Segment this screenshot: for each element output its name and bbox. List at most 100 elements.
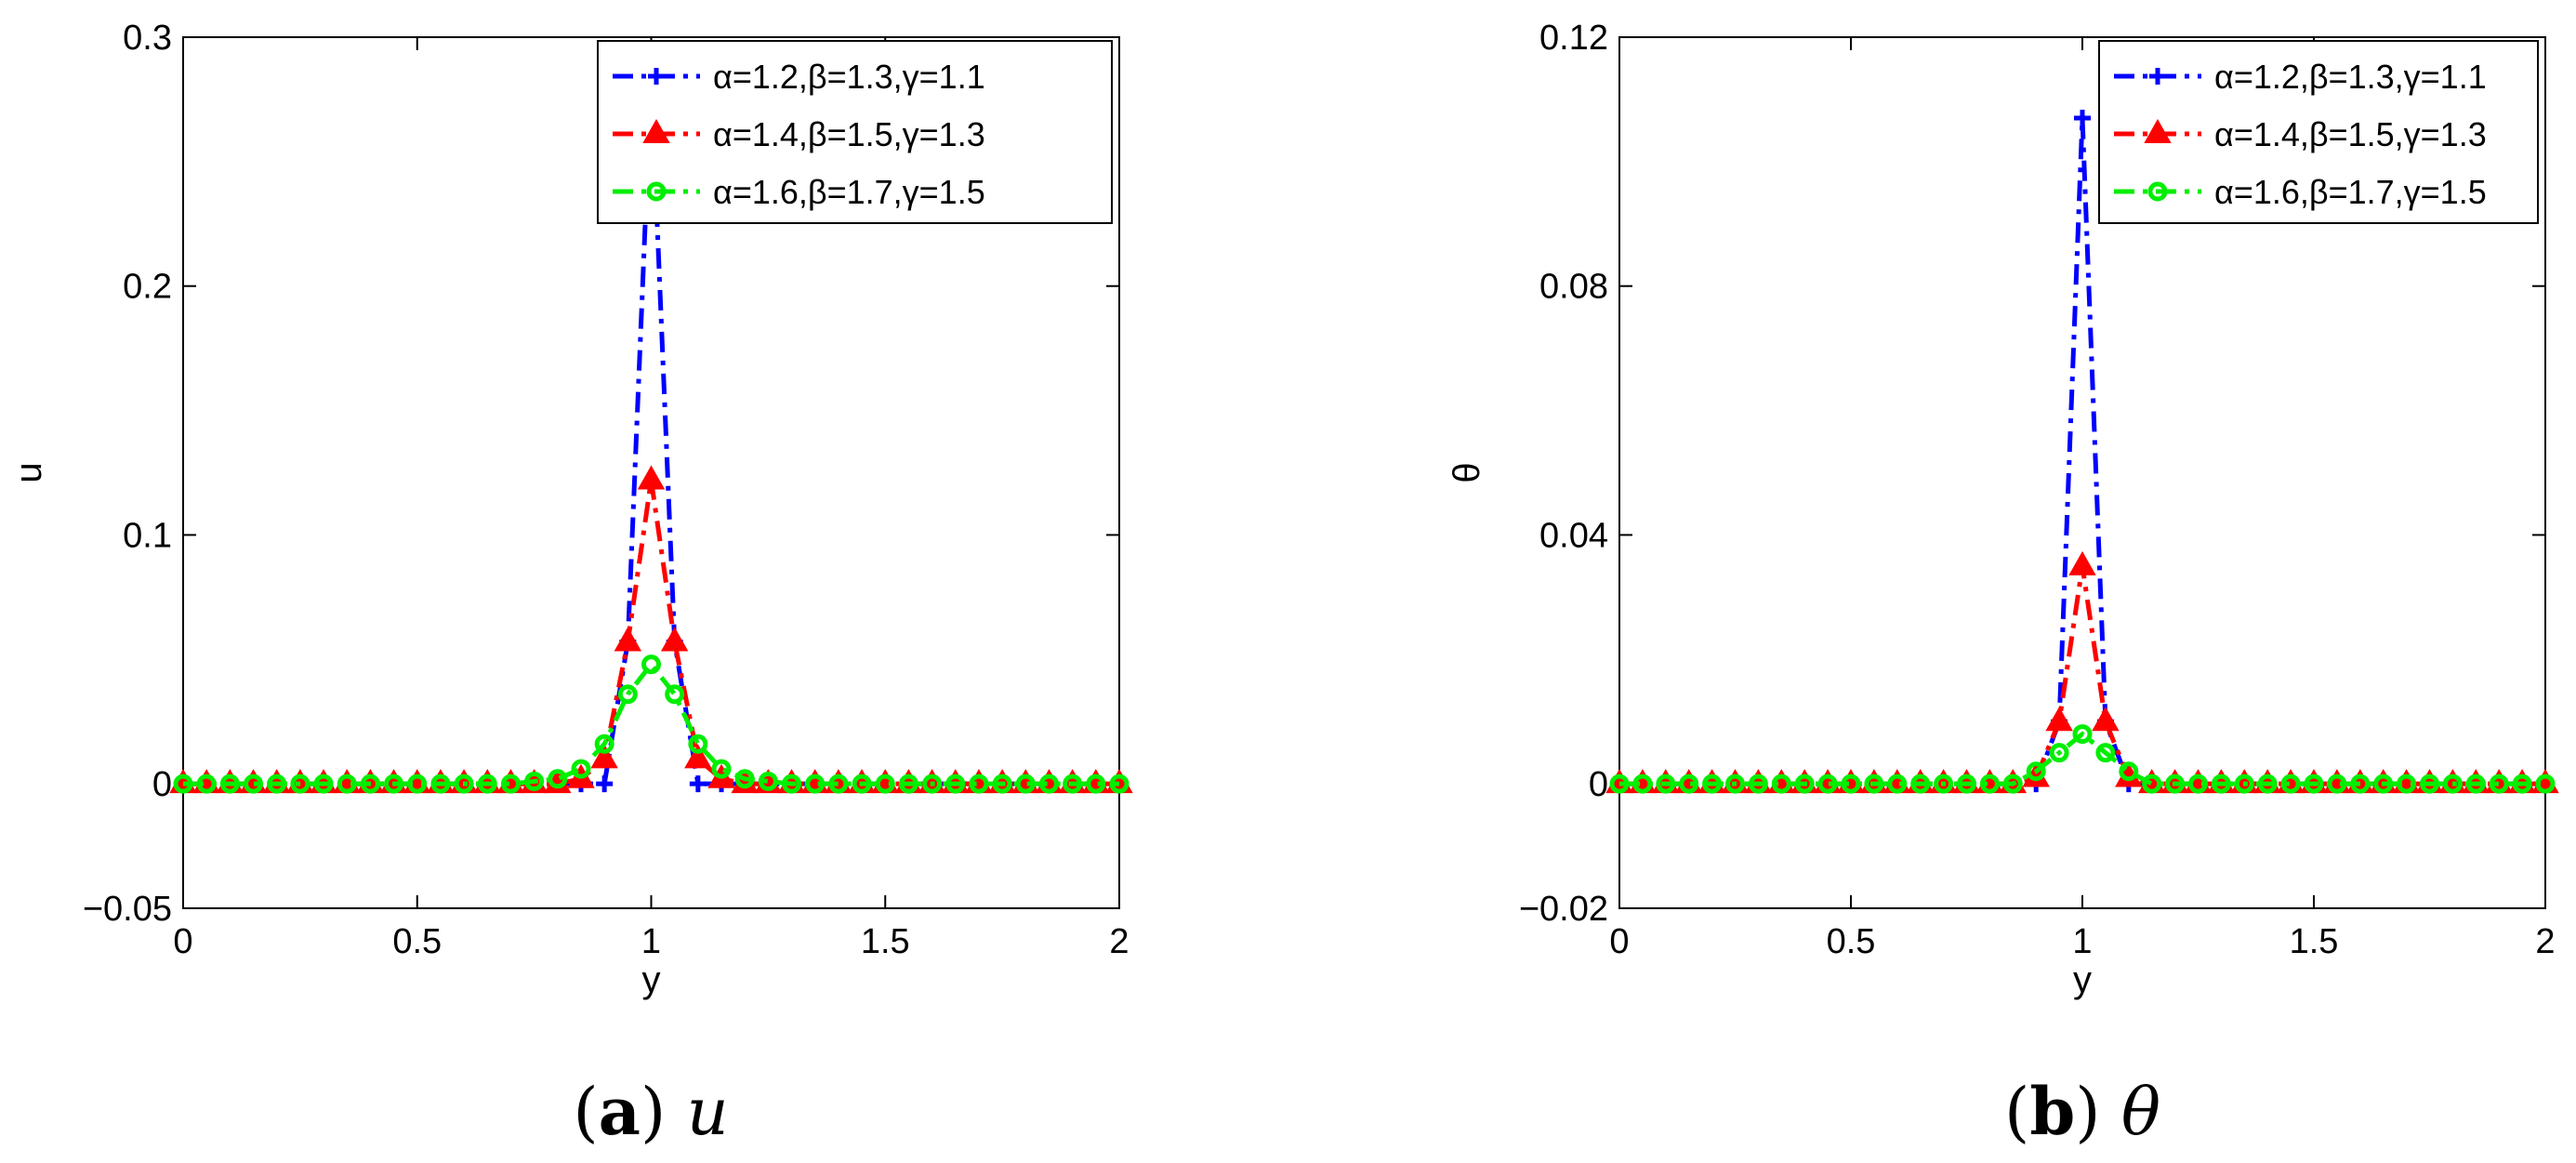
data-point [219, 773, 240, 794]
legend-entry: α=1.6,β=1.7,γ=1.5 [2214, 173, 2487, 211]
legend-marker [648, 68, 665, 85]
data-point [1841, 773, 1861, 794]
data-point [1817, 773, 1838, 794]
data-point [2420, 773, 2439, 794]
data-point [2280, 773, 2301, 794]
data-point [684, 744, 712, 769]
series-3 [173, 654, 1129, 794]
data-point [500, 773, 521, 794]
legend-marker [2144, 118, 2172, 143]
data-point [922, 773, 943, 794]
series-line [183, 660, 1119, 786]
data-point [758, 771, 778, 791]
data-point [407, 773, 428, 794]
series-3 [1609, 724, 2556, 794]
data-point [2327, 773, 2347, 794]
data-point [1632, 773, 1653, 794]
x-tick-label: 0 [1609, 922, 1629, 961]
data-point [992, 773, 1012, 794]
data-point [828, 773, 849, 794]
x-tick-label: 0.5 [1827, 922, 1876, 961]
data-point [782, 773, 802, 794]
y-axis-label: u [8, 462, 49, 482]
data-point [898, 773, 918, 794]
x-tick-label: 1.5 [2290, 922, 2339, 961]
data-point [596, 775, 614, 793]
y-tick-label: 0.1 [123, 516, 172, 555]
x-tick-label: 2 [2535, 922, 2555, 961]
data-point [1748, 773, 1768, 794]
data-point [2397, 773, 2417, 794]
data-point [360, 773, 380, 794]
chart-panel-u: 0 0.5 1 1.5 2−0.0500.10.20.3yuα=1.2,β=1.3,γ=… [8, 19, 1133, 1150]
legend: α=1.2,β=1.3,γ=1.1 α=1.4,β=1.5,γ=1.3 α=1.6,… [2098, 40, 2539, 224]
data-point [267, 773, 287, 794]
legend-marker [646, 181, 667, 202]
data-point [477, 773, 497, 794]
data-point [2072, 724, 2093, 745]
data-point [313, 773, 334, 794]
data-point [2092, 707, 2120, 732]
y-tick-label: 0.12 [1539, 19, 1608, 58]
y-tick-label: 0.2 [123, 268, 172, 307]
legend-entry: α=1.6,β=1.7,γ=1.5 [713, 173, 985, 211]
data-point [2188, 773, 2208, 794]
data-point [2442, 773, 2463, 794]
legend: α=1.2,β=1.3,γ=1.1 α=1.4,β=1.5,γ=1.3 α=1.6,… [597, 40, 1113, 224]
data-point [337, 773, 357, 794]
data-point [2045, 707, 2073, 732]
data-point [617, 684, 638, 705]
data-point [2350, 773, 2371, 794]
legend-entry: α=1.4,β=1.5,γ=1.3 [713, 115, 985, 153]
data-point [689, 775, 707, 793]
data-point [524, 771, 545, 791]
data-point [196, 773, 217, 794]
legend-entry: α=1.4,β=1.5,γ=1.3 [2214, 115, 2487, 153]
data-point [430, 773, 451, 794]
data-point [2026, 761, 2046, 782]
data-point [590, 744, 618, 769]
data-point [1038, 773, 1059, 794]
data-point [594, 733, 614, 754]
data-point [805, 773, 826, 794]
data-point [711, 759, 732, 779]
x-axis-label: y [2073, 959, 2092, 1000]
data-point [2489, 773, 2509, 794]
legend-marker [2149, 68, 2166, 85]
data-point [637, 465, 666, 490]
data-point [244, 773, 264, 794]
data-point [2095, 743, 2116, 763]
series-line [183, 480, 1119, 786]
y-tick-label: 0.08 [1539, 268, 1608, 307]
y-tick-label: 0 [152, 765, 172, 804]
legend-entry: α=1.2,β=1.3,γ=1.1 [2214, 58, 2487, 96]
data-point [2074, 110, 2091, 127]
data-point [2535, 773, 2556, 794]
data-point [660, 627, 689, 652]
panel-caption: (b) θ [2004, 1073, 2160, 1150]
data-point [384, 773, 404, 794]
data-point [454, 773, 474, 794]
data-point [852, 773, 872, 794]
data-point [1086, 773, 1106, 794]
panel-caption: (a) u [573, 1073, 728, 1150]
x-axis-label: y [642, 959, 661, 1000]
y-tick-label: −0.05 [83, 890, 172, 929]
data-point [571, 759, 591, 779]
legend-entry: α=1.2,β=1.3,γ=1.1 [713, 58, 985, 96]
x-tick-label: 0 [173, 922, 192, 961]
data-point [1771, 773, 1791, 794]
data-point [290, 773, 310, 794]
data-point [641, 654, 661, 675]
data-point [173, 773, 193, 794]
x-tick-label: 1 [2072, 922, 2092, 961]
data-point [1725, 773, 1745, 794]
data-point [2119, 761, 2139, 782]
data-point [2211, 773, 2231, 794]
y-tick-label: 0 [1589, 765, 1608, 804]
data-point [1934, 773, 1954, 794]
data-point [2234, 773, 2254, 794]
data-point [1702, 773, 1723, 794]
data-point [969, 773, 989, 794]
